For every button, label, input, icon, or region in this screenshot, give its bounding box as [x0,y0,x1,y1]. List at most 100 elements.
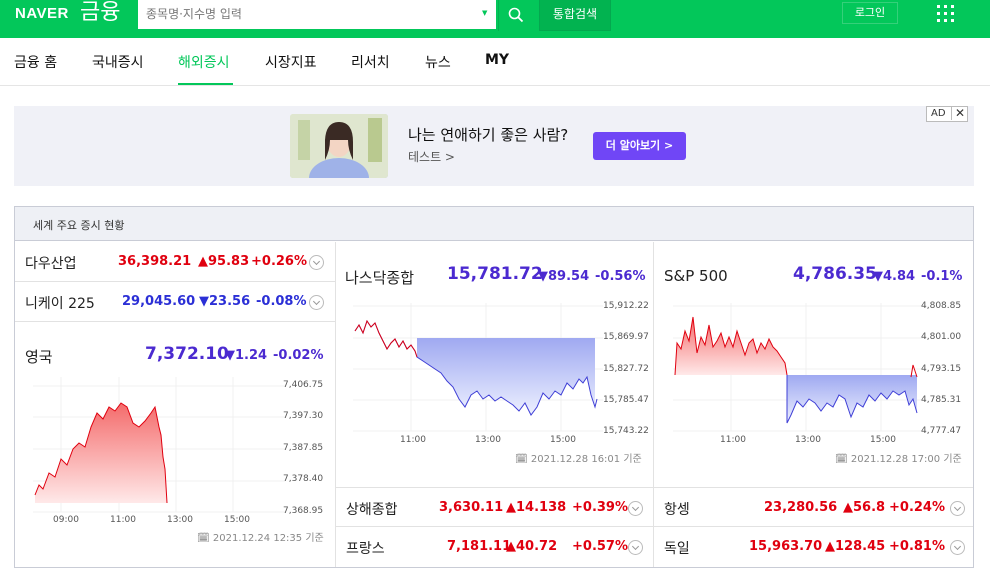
axis-x-tick: 15:00 [550,435,576,445]
finance-logo[interactable]: 금융 [80,0,121,25]
naver-logo[interactable]: NAVER [15,5,69,22]
top-bar: NAVER 금융 ▼ 통합검색 로그인 [0,0,990,38]
nav-active-indicator [178,83,233,85]
expand-chevron-icon[interactable] [628,540,643,555]
index-value: 23,280.56 [764,500,838,515]
index-name[interactable]: 상해종합 [346,502,398,518]
ad-subtitle[interactable]: 테스트 > [408,150,455,164]
index-percent: +0.57% [572,539,628,554]
login-button[interactable]: 로그인 [842,2,898,24]
ad-banner[interactable]: 나는 연애하기 좋은 사람? 테스트 > 더 알아보기 > AD ✕ [14,106,974,186]
sp500-intraday-chart[interactable] [673,303,923,433]
clock-icon: 🗓 [515,454,528,465]
search-input[interactable] [146,4,476,24]
index-name[interactable]: 항셍 [664,502,690,518]
expand-chevron-icon[interactable] [628,501,643,516]
index-percent: -0.08% [256,294,307,309]
clock-icon: 🗓 [835,454,848,465]
axis-y-tick: 4,785.31 [921,395,962,405]
total-search-button[interactable]: 통합검색 [539,0,611,31]
nav-research[interactable]: 리서치 [351,55,390,71]
index-row-nikkei[interactable]: 니케이 225 29,045.60 ▼23.56 -0.08% [15,282,335,322]
axis-y-tick: 7,368.95 [283,506,324,516]
nav-news[interactable]: 뉴스 [425,55,451,71]
nav-domestic[interactable]: 국내증시 [92,55,144,71]
index-value: 36,398.21 [118,254,192,269]
index-name[interactable]: S&P 500 [664,267,728,285]
expand-chevron-icon[interactable] [309,255,324,270]
autocomplete-toggle-icon[interactable]: ▼ [482,9,488,17]
timestamp: 🗓 2021.12.28 16:01 기준 [515,454,642,465]
ad-close-icon[interactable]: ✕ [955,106,966,120]
axis-x-tick: 13:00 [475,435,501,445]
axis-x-tick: 13:00 [167,515,193,525]
nav-my[interactable]: MY [485,52,510,68]
index-value: 29,045.60 [122,294,196,309]
nav-finance-home[interactable]: 금융 홈 [14,55,58,71]
axis-y-tick: 7,397.30 [283,411,324,421]
index-name[interactable]: 나스닥종합 [345,269,415,287]
axis-x-tick: 11:00 [720,435,746,445]
ad-image[interactable] [290,114,388,178]
axis-y-tick: 7,406.75 [283,380,324,390]
axis-y-tick: 4,801.00 [921,332,962,342]
index-value: 15,781.72 [447,264,543,284]
timestamp: 🗓 2021.12.24 12:35 기준 [197,533,324,544]
ad-title[interactable]: 나는 연애하기 좋은 사람? [408,126,569,144]
index-percent: +0.39% [572,500,628,515]
ad-label: AD [931,108,946,119]
index-percent: -0.56% [595,269,646,284]
axis-x-tick: 15:00 [870,435,896,445]
axis-x-tick: 15:00 [224,515,250,525]
index-name[interactable]: 프랑스 [346,541,385,557]
axis-y-tick: 4,777.47 [921,426,962,436]
axis-y-tick: 15,869.97 [603,332,649,342]
axis-x-tick: 11:00 [400,435,426,445]
index-name[interactable]: 다우산업 [25,256,77,272]
nav-world[interactable]: 해외증시 [178,55,230,71]
expand-chevron-icon[interactable] [950,540,965,555]
index-change: ▲95.83 [198,254,250,269]
index-row-hangseng[interactable]: 항셍 23,280.56 ▲56.8 +0.24% [654,487,973,527]
uk-intraday-chart[interactable] [33,377,285,517]
index-value: 7,181.11 [447,539,512,554]
axis-x-tick: 13:00 [795,435,821,445]
index-row-germany[interactable]: 독일 15,963.70 ▲128.45 +0.81% [654,527,973,567]
index-change: ▼4.84 [873,269,916,284]
index-row-dow[interactable]: 다우산업 36,398.21 ▲95.83 +0.26% [15,242,335,282]
index-name[interactable]: 니케이 225 [25,296,95,312]
nav-indicators[interactable]: 시장지표 [265,55,317,71]
index-change: ▲40.72 [506,539,558,554]
axis-y-tick: 7,378.40 [283,474,324,484]
axis-y-tick: 15,785.47 [603,395,649,405]
nasdaq-intraday-chart[interactable] [353,303,603,433]
axis-y-tick: 4,808.85 [921,301,962,311]
index-value: 3,630.11 [439,500,504,515]
expand-chevron-icon[interactable] [950,501,965,516]
axis-y-tick: 15,912.22 [603,301,649,311]
index-percent: +0.81% [889,539,945,554]
index-change: ▼89.54 [538,269,590,284]
index-name[interactable]: 영국 [25,348,53,366]
clock-icon: 🗓 [197,533,210,544]
service-menu-icon[interactable] [937,5,955,23]
expand-chevron-icon[interactable] [309,295,324,310]
index-change: ▲14.138 [506,500,567,515]
section-header: 세계 주요 증시 현황 [15,207,973,241]
index-percent: -0.02% [273,348,324,363]
main-nav: 금융 홈 국내증시 해외증시 시장지표 리서치 뉴스 MY [0,38,990,86]
axis-y-tick: 4,793.15 [921,364,962,374]
index-value: 4,786.35 [793,264,877,284]
search-button[interactable] [498,0,532,31]
index-row-shanghai[interactable]: 상해종합 3,630.11 ▲14.138 +0.39% [336,487,653,527]
index-value: 15,963.70 [749,539,823,554]
ad-cta-button[interactable]: 더 알아보기 > [593,132,686,160]
index-row-france[interactable]: 프랑스 7,181.11 ▲40.72 +0.57% [336,527,653,567]
timestamp: 🗓 2021.12.28 17:00 기준 [835,454,962,465]
axis-x-tick: 11:00 [110,515,136,525]
search-icon [508,7,524,23]
world-market-section: 세계 주요 증시 현황 다우산업 36,398.21 ▲95.83 +0.26%… [14,206,974,568]
index-name[interactable]: 독일 [664,541,690,557]
axis-y-tick: 15,743.22 [603,426,649,436]
index-value: 7,372.10 [145,344,229,364]
